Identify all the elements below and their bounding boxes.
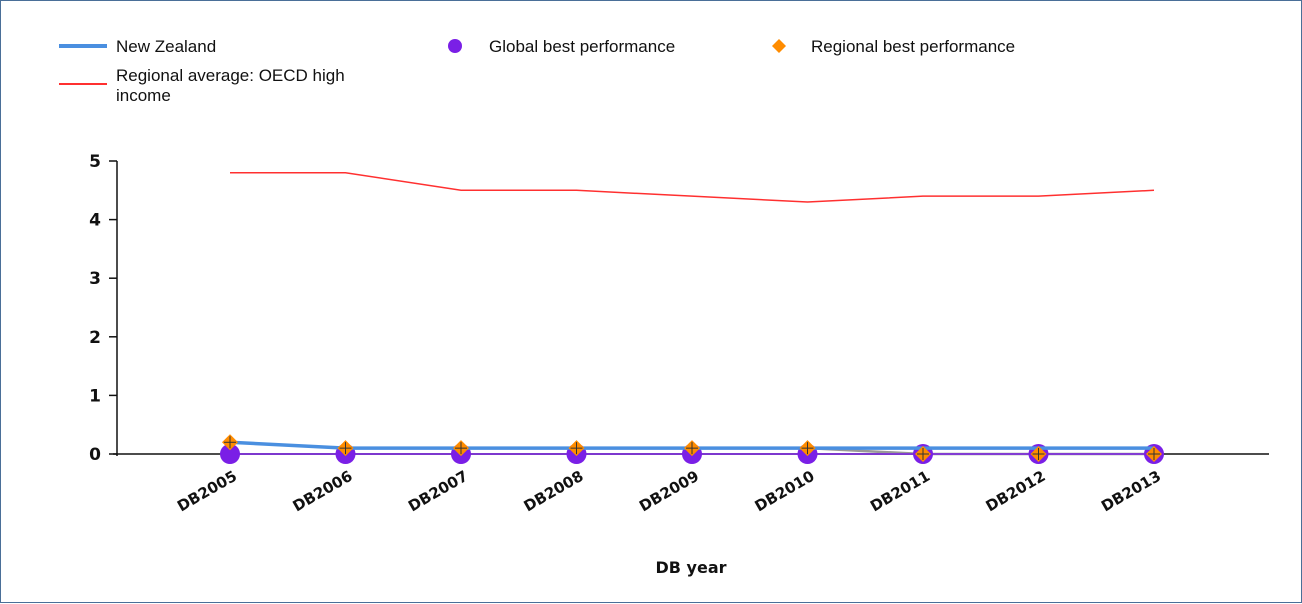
y-ticks: 0 1 2 3 4 5 (89, 152, 117, 465)
legend-swatch-regional-best (772, 39, 786, 53)
y-tick-label: 0 (89, 445, 101, 465)
y-tick-label: 4 (89, 211, 101, 231)
x-tick-label: DB2006 (290, 467, 356, 515)
x-tick-label: DB2012 (983, 467, 1049, 515)
legend-label-global-best: Global best performance (489, 37, 675, 56)
legend-label-new-zealand: New Zealand (116, 37, 216, 56)
series-line-regional-average (230, 171, 1155, 203)
legend-label-regional-average-line2: income (116, 86, 171, 105)
x-tick-label: DB2013 (1098, 467, 1164, 515)
x-axis-title: DB year (655, 558, 726, 577)
x-ticks: DB2005 DB2006 DB2007 DB2008 DB2009 DB2010 DB20… (174, 454, 1164, 515)
legend-label-regional-average: Regional average: OECD high income (116, 66, 349, 105)
x-tick-label: DB2009 (636, 467, 702, 515)
x-tick-label: DB2010 (752, 467, 818, 515)
plot-area (220, 171, 1164, 464)
y-tick-label: 3 (89, 269, 101, 289)
legend-label-regional-best: Regional best performance (811, 37, 1015, 56)
point-global-best (220, 444, 240, 464)
x-tick-label: DB2008 (521, 467, 587, 515)
y-tick-label: 1 (89, 386, 101, 406)
axes (113, 161, 1269, 456)
legend-swatch-global-best (448, 39, 462, 53)
legend: New Zealand Regional average: OECD high … (59, 37, 1015, 105)
y-tick-label: 2 (89, 328, 101, 348)
x-tick-label: DB2005 (174, 467, 240, 515)
x-tick-label: DB2011 (867, 467, 933, 515)
x-tick-label: DB2007 (405, 467, 471, 515)
legend-label-regional-average-line1: Regional average: OECD high (116, 66, 345, 85)
y-tick-label: 5 (89, 152, 101, 172)
